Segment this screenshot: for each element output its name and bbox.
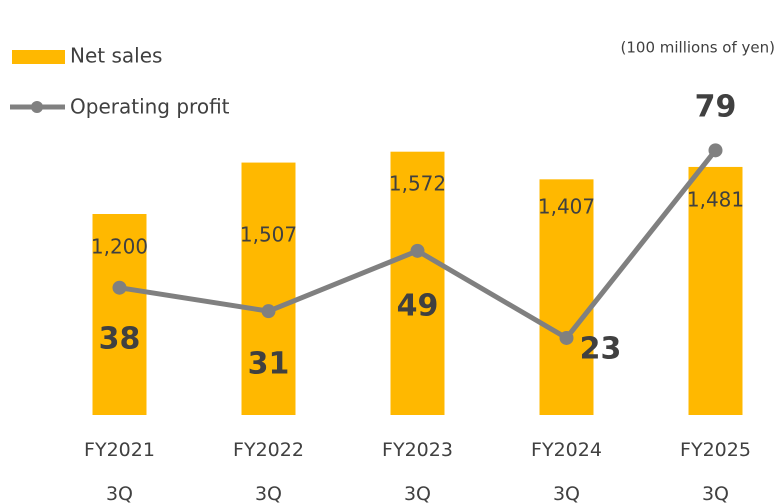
legend-swatch — [12, 50, 65, 64]
line-value-label: 49 — [397, 289, 439, 324]
line-marker — [112, 280, 127, 295]
x-tick-label: FY2023 3Q — [382, 439, 453, 503]
unit-note: (100 millions of yen) — [621, 39, 776, 57]
bar-value-label: 1,407 — [538, 195, 595, 219]
bar — [241, 162, 296, 415]
bar — [390, 151, 445, 415]
bar-value-label: 1,507 — [240, 223, 297, 247]
line-value-label: 38 — [99, 322, 141, 357]
legend-marker — [31, 101, 43, 113]
bar-value-label: 1,481 — [687, 188, 744, 212]
bar — [688, 166, 743, 415]
x-tick-label: FY2021 3Q — [84, 439, 155, 503]
line-marker — [410, 243, 425, 258]
line-marker — [708, 143, 723, 158]
line-value-label: 31 — [248, 347, 290, 382]
legend-label: Net sales — [70, 44, 162, 68]
bar — [539, 179, 594, 415]
line-marker — [261, 304, 276, 319]
x-tick-label: FY2022 3Q — [233, 439, 304, 503]
line-marker — [559, 330, 574, 345]
x-tick-label: FY2025 3Q — [680, 439, 751, 503]
legend-label: Operating profit — [70, 95, 230, 119]
bar-value-label: 1,572 — [389, 172, 446, 196]
line-value-label: 79 — [695, 90, 737, 125]
x-tick-label: FY2024 3Q — [531, 439, 602, 503]
bar-value-label: 1,200 — [91, 235, 148, 259]
line-value-label: 23 — [580, 332, 622, 367]
bar — [92, 214, 147, 415]
